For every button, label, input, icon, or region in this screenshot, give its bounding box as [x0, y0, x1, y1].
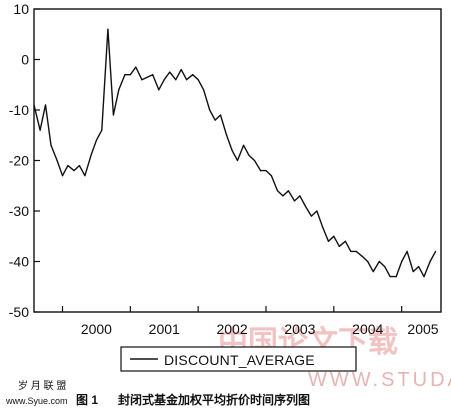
data-point [209, 109, 211, 111]
data-point [299, 195, 301, 197]
data-point [226, 134, 228, 136]
data-point [56, 159, 58, 162]
y-tick-label: -40 [9, 254, 29, 270]
data-point [90, 154, 92, 157]
y-tick-label: -50 [9, 304, 29, 320]
x-tick-label: 2002 [216, 321, 247, 337]
data-point [412, 271, 414, 273]
data-point [152, 74, 154, 76]
data-point [186, 79, 188, 81]
data-point [236, 159, 239, 162]
data-point [304, 205, 306, 207]
data-point [378, 260, 380, 263]
data-point [243, 144, 245, 146]
data-point [350, 250, 352, 252]
brand-url: www.Syue.com [5, 396, 68, 406]
data-point [129, 74, 131, 76]
y-tick-label: -10 [9, 102, 29, 118]
data-point [180, 69, 182, 71]
data-point [355, 250, 357, 252]
data-point [310, 215, 313, 217]
series-line-discount-average [33, 28, 437, 278]
brand-name: 岁 月 联 盟 [18, 379, 66, 392]
data-point [118, 89, 120, 91]
data-point [327, 240, 329, 242]
data-point [112, 114, 114, 116]
data-point [73, 170, 75, 172]
data-point [423, 276, 425, 278]
legend: DISCOUNT_AVERAGE [120, 346, 357, 372]
data-point [361, 255, 363, 258]
data-point [219, 114, 222, 116]
y-axis: 10 0 -10 -20 -30 -40 -50 [9, 1, 40, 320]
data-point [84, 175, 86, 177]
data-point [434, 250, 437, 252]
data-point [316, 210, 318, 212]
data-point [338, 245, 340, 247]
data-point [101, 129, 103, 131]
data-point [141, 79, 143, 81]
data-point [344, 240, 346, 242]
data-point [163, 79, 165, 81]
data-point [61, 175, 64, 177]
x-tick-label: 2000 [81, 321, 112, 337]
data-point [135, 66, 137, 68]
data-point [270, 175, 273, 177]
x-tick-label: 2001 [149, 321, 180, 337]
y-tick-label: 0 [21, 52, 29, 68]
data-point [418, 265, 420, 268]
data-point [78, 164, 81, 167]
data-point [197, 79, 199, 81]
x-axis: 2000 2001 2002 2003 2004 2005 [61, 306, 439, 337]
y-tick-label: -30 [9, 203, 29, 219]
data-point [259, 170, 262, 172]
data-point [265, 170, 267, 172]
data-point [276, 190, 279, 192]
legend-box [120, 346, 357, 372]
x-tick-label: 2003 [284, 321, 315, 337]
data-point [389, 276, 391, 278]
data-point [401, 260, 403, 263]
data-point [95, 139, 98, 141]
data-point [293, 200, 296, 202]
data-point [395, 276, 397, 278]
data-point [429, 260, 431, 263]
y-tick-label: -20 [9, 153, 29, 169]
data-point [107, 28, 109, 30]
data-point [50, 144, 52, 146]
x-tick-label: 2005 [407, 321, 438, 337]
plot-area: 100-10-20-30-40-50 2000 2001 2002 2003 2004 2… [9, 1, 442, 337]
data-point [202, 89, 205, 91]
data-point [33, 104, 35, 106]
data-point [248, 154, 250, 157]
data-point [39, 129, 41, 131]
data-point [44, 104, 47, 106]
watermark-url-text: WWW.STUDA. [308, 369, 451, 391]
data-point [124, 74, 126, 76]
data-point [282, 195, 284, 197]
x-tick-label: 2004 [352, 321, 383, 337]
figure-caption: 封闭式基金加权平均折价时间序列图 [118, 392, 310, 407]
y-tick-label: 10 [13, 1, 29, 17]
data-point [158, 89, 160, 91]
figure-label: 图 1 [76, 393, 98, 407]
data-point [253, 159, 256, 162]
data-point [192, 74, 194, 76]
data-point [175, 79, 177, 81]
data-point [406, 250, 408, 252]
data-point [287, 190, 289, 192]
data-point [146, 76, 148, 78]
data-point [367, 260, 369, 263]
data-point [321, 225, 323, 227]
legend-label-discount-average: DISCOUNT_AVERAGE [164, 352, 315, 368]
data-point [384, 265, 386, 268]
data-point [67, 164, 69, 167]
data-point [214, 119, 216, 121]
data-point [169, 71, 171, 73]
series-layer [33, 28, 437, 278]
data-point [372, 271, 374, 273]
data-point [231, 149, 233, 151]
data-point [333, 235, 335, 237]
